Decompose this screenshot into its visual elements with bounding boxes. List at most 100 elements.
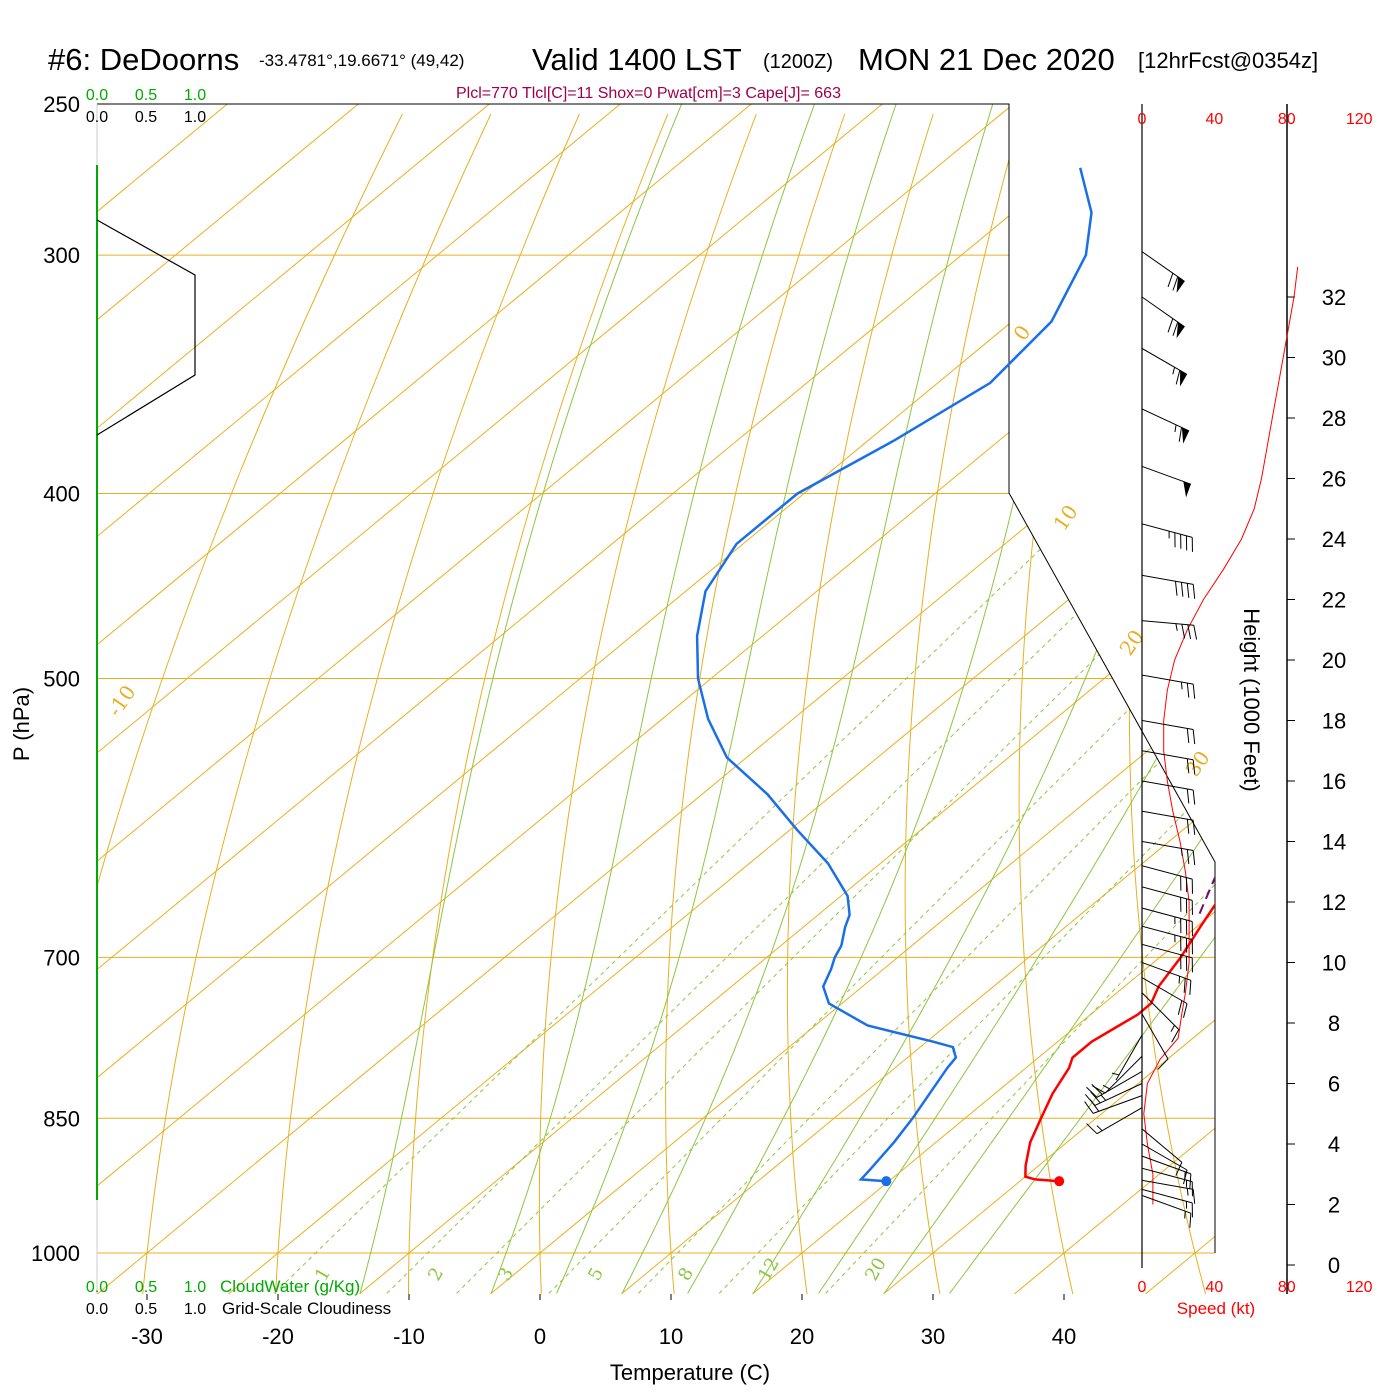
barb-full: [1174, 581, 1178, 596]
temp-tick-label: 30: [921, 1324, 945, 1349]
isotherm: [97, 104, 1145, 1294]
pressure-tick-label: 1000: [31, 1241, 80, 1266]
wind-barb: [1141, 1143, 1188, 1185]
barb-full: [1192, 584, 1196, 599]
barb-staff: [1141, 962, 1192, 981]
speed-tick-label-bottom: 120: [1346, 1279, 1373, 1296]
speed-tick-label-bottom: 80: [1278, 1279, 1296, 1296]
height-tick-label: 20: [1322, 648, 1346, 673]
isotherm: [97, 104, 359, 1294]
stability-indices: Plcl=770 Tlcl[C]=11 Shox=0 Pwat[cm]=3 Ca…: [456, 85, 841, 102]
height-tick-label: 24: [1322, 527, 1346, 552]
barb-full: [1175, 1162, 1183, 1176]
barb-full: [1181, 624, 1186, 639]
dry-adiabat: [97, 113, 403, 1294]
barb-staff: [1141, 780, 1194, 791]
theta-label: -10: [102, 681, 140, 721]
isotherm: [752, 104, 1215, 1294]
mixing-ratio-line: [386, 493, 1201, 1294]
dry-adiabat: [786, 113, 934, 1294]
surface-dewpoint-marker: [881, 1176, 892, 1187]
wind-barb: [1092, 1055, 1143, 1094]
height-tick-label: 30: [1322, 346, 1346, 371]
cloud-scale-top-black: 1.0: [184, 109, 206, 126]
temp-tick-label: 10: [659, 1324, 683, 1349]
wind-barb: [1141, 750, 1196, 775]
wind-barb: [1141, 841, 1196, 866]
wind-barb: [1141, 1167, 1193, 1197]
barb-full: [1187, 624, 1192, 640]
wind-barb: [1141, 296, 1185, 339]
pressure-tick-label: 850: [43, 1106, 80, 1131]
isotherm: [97, 104, 621, 1294]
date-label: MON 21 Dec 2020: [858, 42, 1115, 77]
moist-adiabat: [687, 104, 1120, 1294]
dry-adiabat: [275, 113, 580, 1294]
wind-speed-line: [1143, 266, 1299, 1205]
wind-panel: 0246810121416182022242628303200404080801…: [1084, 104, 1373, 1296]
height-tick-label: 28: [1322, 406, 1346, 431]
barb-staff: [1141, 925, 1193, 941]
height-tick-label: 4: [1328, 1132, 1340, 1157]
theta-label: 20: [1114, 625, 1148, 660]
isotherm: [97, 104, 752, 1294]
barb-full: [1086, 1086, 1098, 1098]
barb-full: [1189, 980, 1192, 995]
barb-half: [1178, 976, 1181, 984]
barb-staff: [1141, 841, 1194, 852]
mixing-ratio-line: [273, 493, 1099, 1294]
wind-barb: [1141, 943, 1193, 973]
barb-half: [1186, 1188, 1189, 1196]
plot-frame: [96, 103, 1216, 1294]
barb-staff: [1141, 977, 1188, 1005]
wind-barb: [1141, 977, 1188, 1018]
barb-full: [1192, 820, 1196, 835]
surface-temperature-marker: [1054, 1176, 1065, 1187]
moist-adiabat: [818, 104, 1215, 1294]
barb-staff: [1141, 408, 1190, 432]
barb-half: [1174, 424, 1177, 433]
barb-staff: [1141, 347, 1188, 375]
height-tick-label: 0: [1328, 1253, 1340, 1278]
barb-staff: [1094, 1083, 1143, 1106]
barb-full: [1186, 728, 1190, 744]
barb-staff: [1141, 886, 1193, 901]
wind-barb: [1141, 523, 1193, 552]
barb-half: [1175, 623, 1178, 631]
barb-flag: [1176, 322, 1185, 339]
barb-staff: [1141, 1013, 1169, 1060]
barb-half: [1184, 1211, 1186, 1219]
barb-full: [1175, 370, 1181, 385]
cloud-panel: 0.0 0.0 0.0 0.0 0.5 0.5 0.5 0.5 1.0 1.0 1.0 1.0: [86, 87, 206, 1318]
barb-staff: [1141, 907, 1193, 922]
barb-full: [1090, 1091, 1101, 1104]
barb-flag: [1181, 427, 1190, 444]
barb-full: [1186, 758, 1190, 774]
barb-full: [1183, 978, 1186, 993]
barb-staff: [1141, 720, 1194, 731]
height-axis-title: Height (1000 Feet): [1239, 608, 1264, 791]
wind-barb: [1141, 620, 1198, 640]
barb-full: [1189, 1173, 1192, 1189]
mixing-ratio-label: 2: [424, 1264, 448, 1284]
isotherm: [97, 104, 1215, 1294]
wind-barb: [1111, 1034, 1143, 1081]
height-tick-label: 2: [1328, 1193, 1340, 1218]
barb-half: [1172, 367, 1176, 375]
isotherm: [97, 104, 1014, 1294]
speed-tick-label-top: 40: [1206, 111, 1224, 128]
moist-adiabat: [621, 104, 1004, 1294]
barb-staff: [1141, 296, 1185, 328]
height-tick-label: 22: [1322, 588, 1346, 613]
barb-staff: [1141, 1194, 1192, 1214]
dry-adiabat: [538, 113, 757, 1294]
barb-half: [1180, 682, 1183, 690]
cloud-scale-top-black: 0.0: [86, 109, 108, 126]
temp-tick-label: 0: [534, 1324, 546, 1349]
temp-tick-label: 40: [1052, 1324, 1076, 1349]
cloud-scale-bottom-green: 0.0: [86, 1279, 108, 1296]
mixing-ratio-line: [548, 493, 1215, 1294]
wind-barb: [1141, 674, 1196, 699]
barb-half: [1100, 1094, 1107, 1101]
barb-staff: [1096, 1107, 1143, 1135]
